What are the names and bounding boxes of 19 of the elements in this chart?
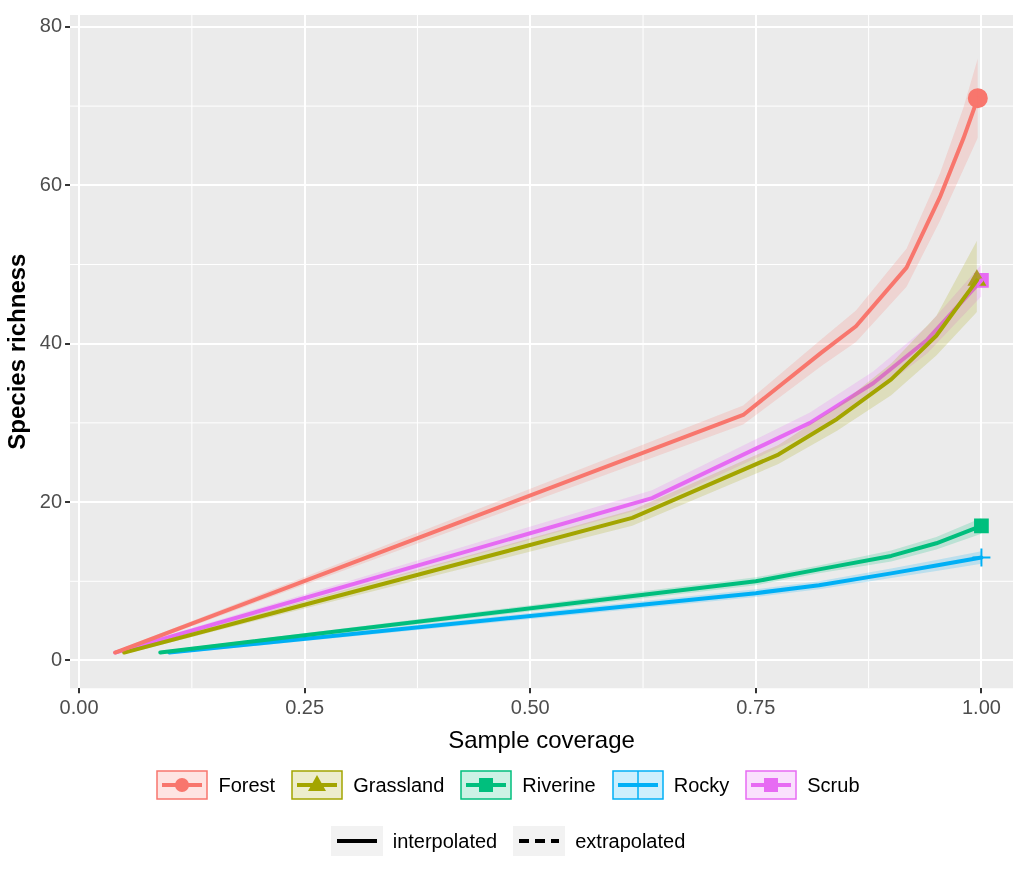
legend-label: Forest	[218, 773, 276, 797]
y-tick-label: 20	[39, 489, 63, 512]
x-tick-label: 1.00	[961, 695, 1001, 718]
y-axis-title: Species richness	[3, 253, 31, 450]
legend-label: Scrub	[807, 773, 860, 797]
x-tick-label: 0.00	[59, 695, 99, 718]
y-tick-label: 40	[39, 331, 63, 354]
legend-label: Riverine	[522, 773, 596, 797]
x-axis-title: Sample coverage	[448, 726, 635, 754]
legend-label: Grassland	[353, 773, 445, 797]
legend-label: Rocky	[673, 773, 730, 797]
y-tick-label: 0	[50, 648, 63, 670]
x-tick-label: 0.25	[285, 695, 325, 718]
legend-label: interpolated	[392, 829, 498, 853]
legend-label: extrapolated	[575, 829, 686, 853]
y-tick-label: 80	[39, 14, 63, 37]
y-tick-label: 60	[39, 172, 63, 195]
x-tick-label: 0.50	[510, 695, 550, 718]
x-tick-label: 0.75	[736, 695, 776, 718]
